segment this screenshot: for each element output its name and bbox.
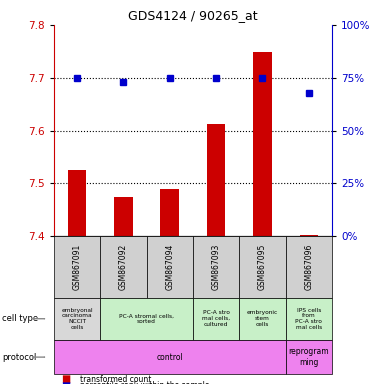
Text: GSM867095: GSM867095 — [258, 244, 267, 290]
Text: cell type: cell type — [2, 314, 38, 323]
Text: transformed count: transformed count — [80, 374, 151, 384]
Bar — [160, 189, 179, 236]
Text: GSM867096: GSM867096 — [304, 244, 313, 290]
Text: control: control — [156, 353, 183, 362]
Text: embryonic
stem
cells: embryonic stem cells — [247, 310, 278, 327]
Text: ■: ■ — [61, 381, 70, 384]
Text: PC-A stromal cells,
sorted: PC-A stromal cells, sorted — [119, 313, 174, 324]
Text: percentile rank within the sample: percentile rank within the sample — [80, 381, 209, 384]
Text: embryonal
carcinoma
NCCIT
cells: embryonal carcinoma NCCIT cells — [61, 308, 93, 330]
Text: GSM867093: GSM867093 — [211, 244, 221, 290]
Text: reprogram
ming: reprogram ming — [289, 348, 329, 367]
Text: GSM867091: GSM867091 — [72, 244, 82, 290]
Bar — [253, 52, 272, 236]
Bar — [207, 124, 226, 236]
Text: ■: ■ — [61, 374, 70, 384]
Text: IPS cells
from
PC-A stro
mal cells: IPS cells from PC-A stro mal cells — [295, 308, 322, 330]
Bar — [114, 197, 133, 236]
Bar — [68, 170, 86, 236]
Bar — [300, 235, 318, 236]
Text: GSM867094: GSM867094 — [165, 244, 174, 290]
Text: protocol: protocol — [2, 353, 36, 362]
Title: GDS4124 / 90265_at: GDS4124 / 90265_at — [128, 9, 258, 22]
Text: GSM867092: GSM867092 — [119, 244, 128, 290]
Text: PC-A stro
mal cells,
cultured: PC-A stro mal cells, cultured — [202, 310, 230, 327]
